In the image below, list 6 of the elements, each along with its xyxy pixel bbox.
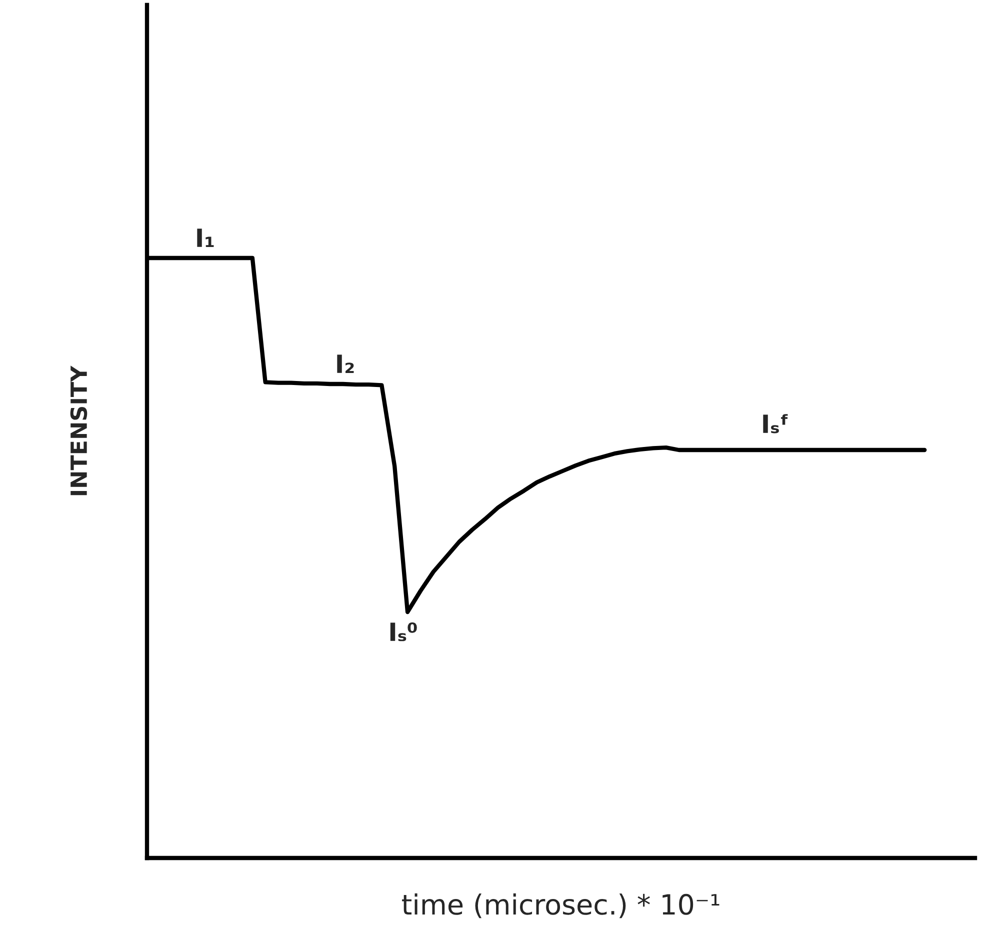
annotation: Iₛ⁰ (390, 622, 417, 642)
x-axis-title: time (microsec.) * 10⁻¹ (402, 893, 720, 918)
text: I₁ (197, 228, 214, 247)
annotation: Iₛᶠ (763, 414, 788, 434)
y-axis-title: INTENSITY (70, 366, 88, 496)
annotation: I₂ (337, 354, 354, 373)
